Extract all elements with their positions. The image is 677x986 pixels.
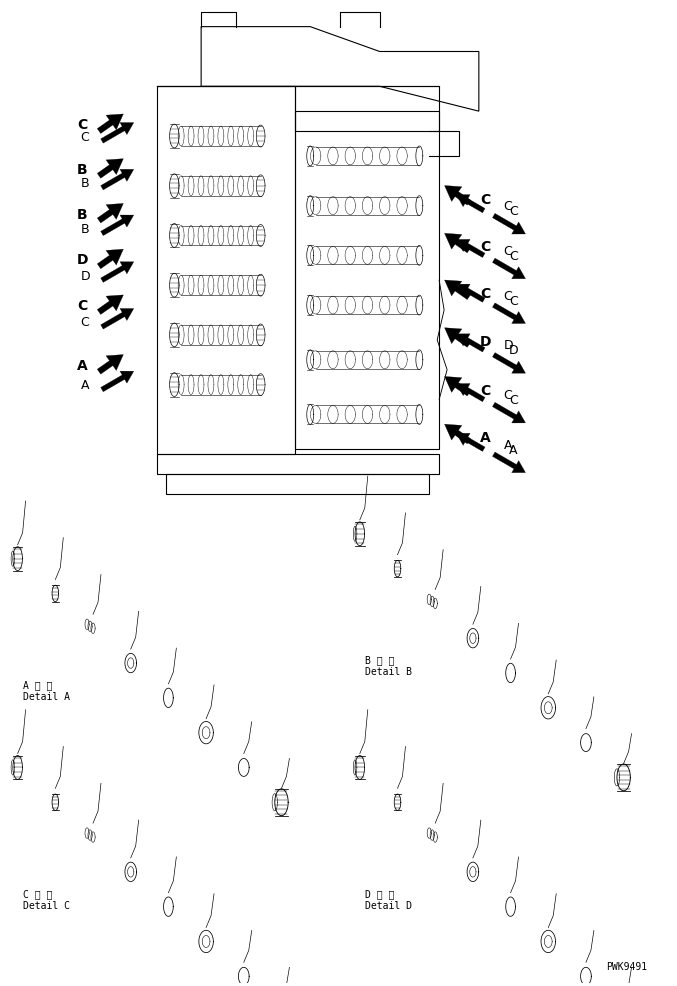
Text: D: D <box>81 269 90 282</box>
Polygon shape <box>456 241 485 258</box>
Polygon shape <box>445 328 471 348</box>
Text: D 詳 細: D 詳 細 <box>365 887 394 898</box>
Polygon shape <box>101 171 134 190</box>
Text: B: B <box>81 223 89 236</box>
Text: A: A <box>481 431 491 445</box>
Text: B: B <box>81 177 89 190</box>
Polygon shape <box>445 425 471 445</box>
Text: C: C <box>481 384 491 397</box>
Polygon shape <box>456 334 485 353</box>
Text: Detail B: Detail B <box>365 667 412 676</box>
Text: C: C <box>509 294 518 308</box>
Text: A: A <box>81 379 89 391</box>
Text: A: A <box>77 358 87 373</box>
Polygon shape <box>101 310 134 329</box>
Text: C: C <box>504 388 512 401</box>
Polygon shape <box>101 262 134 283</box>
Text: C: C <box>509 249 518 262</box>
Text: C: C <box>504 289 512 303</box>
Polygon shape <box>492 453 525 473</box>
Polygon shape <box>97 355 123 375</box>
Polygon shape <box>101 372 134 392</box>
Polygon shape <box>97 114 123 134</box>
Polygon shape <box>492 353 525 374</box>
Text: C: C <box>81 130 89 143</box>
Text: C: C <box>504 245 512 257</box>
Polygon shape <box>445 234 471 253</box>
Polygon shape <box>101 123 134 144</box>
Text: B: B <box>77 207 87 221</box>
Text: C: C <box>481 192 491 206</box>
Text: C: C <box>481 287 491 301</box>
Polygon shape <box>97 249 123 269</box>
Text: Detail D: Detail D <box>365 900 412 910</box>
Text: C: C <box>481 241 491 254</box>
Polygon shape <box>445 186 471 206</box>
Text: D: D <box>77 253 88 267</box>
Text: Detail A: Detail A <box>22 691 70 701</box>
Polygon shape <box>492 214 525 235</box>
Polygon shape <box>492 304 525 324</box>
Text: C: C <box>504 200 512 213</box>
Polygon shape <box>456 195 485 214</box>
Text: C: C <box>77 118 87 132</box>
Polygon shape <box>101 216 134 237</box>
Polygon shape <box>456 285 485 303</box>
Polygon shape <box>492 403 525 424</box>
Text: D: D <box>508 344 519 357</box>
Text: PWK9491: PWK9491 <box>607 961 647 971</box>
Text: A: A <box>509 444 518 457</box>
Text: C: C <box>77 299 87 313</box>
Text: C: C <box>81 317 89 329</box>
Text: B: B <box>77 163 87 176</box>
Text: C 詳 細: C 詳 細 <box>22 887 52 898</box>
Text: D: D <box>480 334 492 348</box>
Polygon shape <box>456 434 485 452</box>
Text: A: A <box>504 439 512 452</box>
Polygon shape <box>97 160 123 179</box>
Polygon shape <box>445 377 471 396</box>
Polygon shape <box>456 385 485 402</box>
Text: A 詳 細: A 詳 細 <box>22 679 52 689</box>
Text: C: C <box>509 205 518 218</box>
Polygon shape <box>492 259 525 279</box>
Text: Detail C: Detail C <box>22 900 70 910</box>
Polygon shape <box>97 204 123 224</box>
Text: B 詳 細: B 詳 細 <box>365 655 394 665</box>
Polygon shape <box>445 281 471 301</box>
Polygon shape <box>97 296 123 316</box>
Text: C: C <box>509 393 518 406</box>
Text: D: D <box>504 339 513 352</box>
